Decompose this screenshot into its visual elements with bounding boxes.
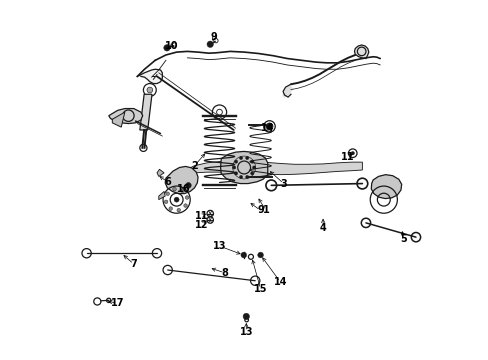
Circle shape xyxy=(239,156,242,159)
Text: 14: 14 xyxy=(273,277,286,287)
Circle shape xyxy=(245,156,248,159)
Circle shape xyxy=(206,41,213,48)
Text: 15: 15 xyxy=(253,284,267,294)
Circle shape xyxy=(168,207,172,210)
Circle shape xyxy=(350,152,354,155)
Circle shape xyxy=(245,175,248,179)
Circle shape xyxy=(239,175,242,179)
Text: 2: 2 xyxy=(191,161,198,171)
Text: 1: 1 xyxy=(262,205,269,215)
Circle shape xyxy=(164,200,167,203)
Polygon shape xyxy=(157,169,164,176)
Polygon shape xyxy=(165,166,198,194)
Polygon shape xyxy=(112,112,124,127)
Circle shape xyxy=(265,123,272,130)
Text: 11: 11 xyxy=(341,152,354,162)
Text: 11: 11 xyxy=(195,211,208,221)
Text: 16: 16 xyxy=(177,184,190,194)
Circle shape xyxy=(177,208,180,212)
Circle shape xyxy=(232,166,235,169)
Circle shape xyxy=(147,87,152,93)
Circle shape xyxy=(250,160,253,163)
Circle shape xyxy=(172,187,176,191)
Text: 8: 8 xyxy=(221,268,228,278)
Text: 9: 9 xyxy=(210,32,217,42)
Text: 10: 10 xyxy=(164,41,178,51)
Circle shape xyxy=(257,252,263,258)
Circle shape xyxy=(241,252,246,258)
Text: 13: 13 xyxy=(239,327,252,337)
Circle shape xyxy=(165,192,169,195)
Polygon shape xyxy=(283,86,292,97)
Text: 17: 17 xyxy=(111,298,124,308)
Polygon shape xyxy=(159,192,165,200)
Polygon shape xyxy=(354,45,368,59)
Text: 12: 12 xyxy=(195,220,208,230)
Text: 5: 5 xyxy=(399,234,406,244)
Circle shape xyxy=(174,197,179,202)
Polygon shape xyxy=(370,175,401,199)
Circle shape xyxy=(252,166,255,169)
Polygon shape xyxy=(220,152,267,184)
Polygon shape xyxy=(108,109,142,123)
Circle shape xyxy=(250,172,253,175)
Text: 4: 4 xyxy=(319,223,326,233)
Text: 3: 3 xyxy=(280,179,286,189)
Circle shape xyxy=(234,172,237,175)
Circle shape xyxy=(163,45,170,51)
Circle shape xyxy=(185,183,191,188)
Circle shape xyxy=(183,204,187,207)
Polygon shape xyxy=(140,94,152,130)
Polygon shape xyxy=(137,69,162,84)
Circle shape xyxy=(185,196,188,199)
Text: 6: 6 xyxy=(164,177,171,187)
Polygon shape xyxy=(179,161,362,186)
Text: 13: 13 xyxy=(212,241,226,251)
Circle shape xyxy=(234,160,237,163)
Circle shape xyxy=(243,313,249,320)
Circle shape xyxy=(181,189,184,193)
Text: 7: 7 xyxy=(130,259,137,269)
Text: 9: 9 xyxy=(257,205,264,215)
Text: 14: 14 xyxy=(261,123,274,133)
